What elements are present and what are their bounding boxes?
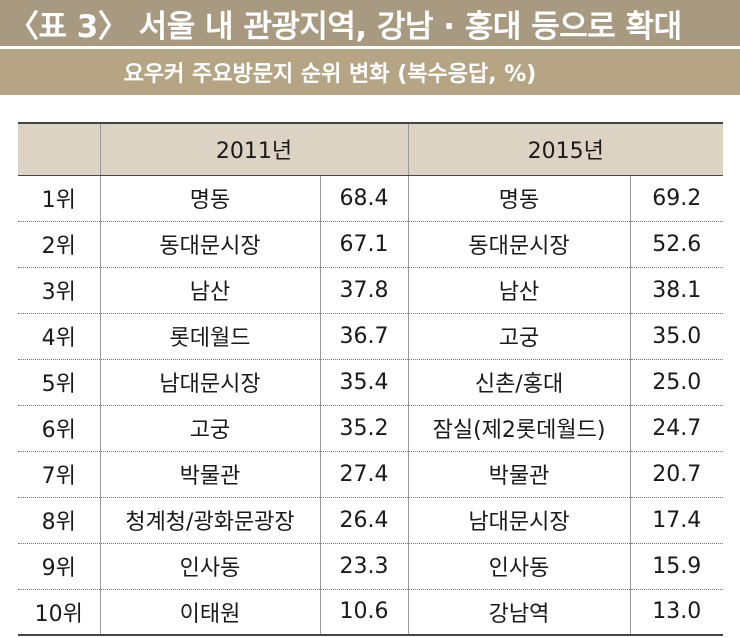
place-2011-cell: 고궁 <box>100 405 320 452</box>
value-2011-cell: 26.4 <box>319 497 409 544</box>
value-2011-cell: 23.3 <box>319 543 409 590</box>
rank-column-header <box>18 122 101 176</box>
rank-cell: 3위 <box>18 267 101 314</box>
rank-cell: 4위 <box>18 313 101 360</box>
place-2015-cell: 남대문시장 <box>408 497 631 544</box>
value-2011-cell: 36.7 <box>319 313 409 360</box>
value-2015-cell: 25.0 <box>629 359 724 406</box>
table-row: 5위 남대문시장 35.4 신촌/홍대 25.0 <box>18 359 724 406</box>
value-2015-cell: 17.4 <box>629 497 724 544</box>
place-2015-cell: 남산 <box>408 267 631 314</box>
value-2015-cell: 35.0 <box>629 313 724 360</box>
table-row: 4위 롯데월드 36.7 고궁 35.0 <box>18 313 724 360</box>
place-2011-cell: 청계청/광화문광장 <box>100 497 320 544</box>
place-2015-cell: 명동 <box>408 175 631 222</box>
table-row: 7위 박물관 27.4 박물관 20.7 <box>18 451 724 498</box>
table-row: 10위 이태원 10.6 강남역 13.0 <box>18 589 724 636</box>
place-2011-cell: 박물관 <box>100 451 320 498</box>
ranking-table: 2011년 2015년 1위 명동 68.4 명동 69.2 2위 동대문시장 67.1 동대문… <box>18 122 724 636</box>
title-bar: 〈표 3〉 서울 내 관광지역, 강남 · 홍대 등으로 확대 <box>0 0 740 46</box>
place-2015-cell: 박물관 <box>408 451 631 498</box>
value-2015-cell: 38.1 <box>629 267 724 314</box>
table-row: 1위 명동 68.4 명동 69.2 <box>18 175 724 222</box>
value-2011-cell: 67.1 <box>319 221 409 268</box>
place-2011-cell: 인사동 <box>100 543 320 590</box>
table-header-row: 2011년 2015년 <box>18 122 724 176</box>
table-row: 2위 동대문시장 67.1 동대문시장 52.6 <box>18 221 724 268</box>
table-row: 9위 인사동 23.3 인사동 15.9 <box>18 543 724 590</box>
value-2011-cell: 37.8 <box>319 267 409 314</box>
place-2015-cell: 잠실(제2롯데월드) <box>408 405 631 452</box>
table-row: 6위 고궁 35.2 잠실(제2롯데월드) 24.7 <box>18 405 724 452</box>
place-2011-cell: 남대문시장 <box>100 359 320 406</box>
year-2015-header: 2015년 <box>408 122 724 176</box>
value-2015-cell: 69.2 <box>629 175 724 222</box>
place-2015-cell: 고궁 <box>408 313 631 360</box>
place-2015-cell: 인사동 <box>408 543 631 590</box>
place-2011-cell: 롯데월드 <box>100 313 320 360</box>
place-2011-cell: 이태원 <box>100 589 320 636</box>
value-2011-cell: 35.4 <box>319 359 409 406</box>
rank-cell: 5위 <box>18 359 101 406</box>
value-2011-cell: 35.2 <box>319 405 409 452</box>
value-2015-cell: 24.7 <box>629 405 724 452</box>
table-subtitle: 요우커 주요방문지 순위 변화 (복수응답, %) <box>123 62 537 87</box>
rank-cell: 10위 <box>18 589 101 636</box>
table-title: 〈표 3〉 서울 내 관광지역, 강남 · 홍대 등으로 확대 <box>8 8 682 45</box>
place-2011-cell: 남산 <box>100 267 320 314</box>
year-2011-header: 2011년 <box>100 122 409 176</box>
place-2015-cell: 강남역 <box>408 589 631 636</box>
value-2015-cell: 52.6 <box>629 221 724 268</box>
value-2011-cell: 27.4 <box>319 451 409 498</box>
value-2011-cell: 10.6 <box>319 589 409 636</box>
rank-cell: 2위 <box>18 221 101 268</box>
rank-cell: 7위 <box>18 451 101 498</box>
ranking-table-container: 2011년 2015년 1위 명동 68.4 명동 69.2 2위 동대문시장 67.1 동대문… <box>18 122 724 636</box>
place-2011-cell: 명동 <box>100 175 320 222</box>
value-2015-cell: 20.7 <box>629 451 724 498</box>
place-2011-cell: 동대문시장 <box>100 221 320 268</box>
subtitle-bar: 요우커 주요방문지 순위 변화 (복수응답, %) <box>0 49 740 95</box>
rank-cell: 1위 <box>18 175 101 222</box>
value-2015-cell: 15.9 <box>629 543 724 590</box>
value-2011-cell: 68.4 <box>319 175 409 222</box>
rank-cell: 9위 <box>18 543 101 590</box>
rank-cell: 6위 <box>18 405 101 452</box>
place-2015-cell: 동대문시장 <box>408 221 631 268</box>
table-row: 8위 청계청/광화문광장 26.4 남대문시장 17.4 <box>18 497 724 544</box>
table-row: 3위 남산 37.8 남산 38.1 <box>18 267 724 314</box>
table-body: 1위 명동 68.4 명동 69.2 2위 동대문시장 67.1 동대문시장 52.6 3위 남산 37… <box>18 175 724 636</box>
place-2015-cell: 신촌/홍대 <box>408 359 631 406</box>
value-2015-cell: 13.0 <box>629 589 724 636</box>
rank-cell: 8위 <box>18 497 101 544</box>
